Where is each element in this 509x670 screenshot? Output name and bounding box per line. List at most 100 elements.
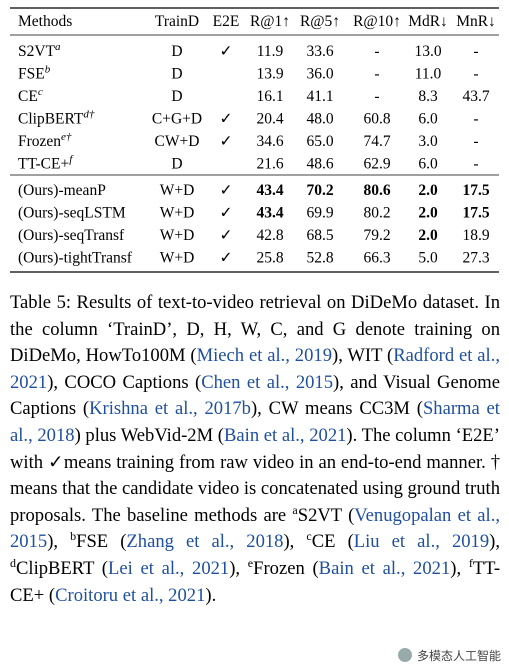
- caption-text: S2VT (: [297, 504, 355, 526]
- column-header: TrainD: [155, 13, 199, 30]
- table-cell: 33.6: [306, 43, 333, 60]
- superscript: c: [306, 529, 312, 544]
- table-cell: 25.8: [256, 250, 283, 267]
- citation: Bain et al., 2021: [318, 557, 451, 579]
- method-label: ClipBERT: [18, 111, 84, 128]
- table-cell: 52.8: [306, 250, 333, 267]
- method-label: S2VT: [18, 43, 56, 60]
- table-cell: 17.5: [462, 182, 489, 199]
- table-cell: 11.9: [257, 43, 284, 60]
- table-cell: W+D: [160, 250, 195, 267]
- caption-text: ), and Visual Genome Captions (: [10, 371, 501, 420]
- method-name: ClipBERTd†: [18, 109, 95, 128]
- table-cell: 60.8: [363, 111, 390, 128]
- citation: Venugopalan et al., 2015: [10, 504, 500, 553]
- table-cell: 5.0: [418, 250, 438, 267]
- table-cell: 27.3: [462, 250, 489, 267]
- column-header: E2E: [213, 13, 240, 30]
- method-name: CEc: [18, 86, 43, 105]
- method-label: Frozen: [18, 133, 61, 150]
- table-cell: D: [171, 88, 182, 105]
- table-cell: 66.3: [363, 250, 390, 267]
- table-cell: -: [473, 111, 478, 128]
- superscript: f: [468, 555, 473, 570]
- method-superscript: b: [45, 64, 51, 76]
- method-superscript: a: [55, 41, 61, 53]
- column-header: MdR↓: [408, 13, 448, 30]
- table-cell: 34.6: [256, 133, 283, 150]
- citation: Bain et al., 2021: [224, 424, 347, 446]
- table-cell: 80.2: [363, 205, 390, 222]
- table-cell: 13.9: [256, 66, 283, 83]
- table-cell: -: [374, 66, 379, 83]
- caption-text: ),: [47, 531, 71, 553]
- table-cell: 13.0: [414, 43, 441, 60]
- method-superscript: d†: [83, 109, 95, 121]
- table-cell: 2.0: [418, 182, 438, 199]
- table-cell: 2.0: [418, 227, 438, 244]
- table-cell: ✓: [220, 205, 233, 222]
- caption: Table 5: Results of text-to-video retrie…: [10, 290, 500, 609]
- watermark: 多模态人工智能: [398, 647, 501, 664]
- table-cell: 43.4: [256, 205, 283, 222]
- superscript: e: [247, 555, 254, 570]
- table-cell: 21.6: [256, 156, 283, 173]
- caption-text: ),: [229, 557, 248, 579]
- method-label: (Ours)-meanP: [18, 182, 106, 199]
- method-name: (Ours)-tightTransf: [18, 250, 133, 267]
- caption-text: ). The column ‘E2E’ with ✓means training…: [10, 424, 501, 526]
- caption-text: Table 5: Results of text-to-video retrie…: [10, 292, 500, 367]
- citation: Radford et al., 2021: [10, 345, 500, 393]
- table-cell: 20.4: [256, 111, 283, 128]
- table-cell: 11.0: [415, 66, 442, 83]
- column-header: MnR↓: [456, 13, 496, 30]
- citation: Krishna et al., 2017b: [89, 398, 251, 420]
- table-cell: 41.1: [306, 88, 333, 105]
- table-cell: 69.9: [306, 205, 333, 222]
- citation: Croitoru et al., 2021: [55, 584, 206, 606]
- table-cell: -: [473, 43, 478, 60]
- citation: Zhang et al., 2018: [126, 531, 284, 553]
- superscript: b: [70, 529, 77, 544]
- citation: Sharma et al., 2018: [10, 398, 500, 446]
- caption-text: ) plus WebVid-2M (: [74, 424, 224, 446]
- table-cell: 16.1: [256, 88, 283, 105]
- method-name: (Ours)-meanP: [18, 182, 106, 199]
- method-superscript: e†: [61, 131, 72, 143]
- table-cell: 65.0: [306, 133, 333, 150]
- table-cell: 68.5: [306, 227, 333, 244]
- table-cell: ✓: [220, 111, 233, 128]
- table-cell: 36.0: [306, 66, 333, 83]
- method-superscript: f: [69, 154, 74, 166]
- method-name: (Ours)-seqLSTM: [18, 205, 126, 222]
- table-cell: C+G+D: [152, 111, 202, 128]
- column-header: Methods: [18, 13, 72, 30]
- results-table: Methods TrainD E2E R@1↑ R@5↑ R@10↑ MdR↓ MnR↓ S2V…: [10, 7, 499, 273]
- method-label: CE: [18, 88, 38, 105]
- table-cell: D: [171, 156, 182, 173]
- citation: Chen et al., 2015: [201, 371, 334, 393]
- method-name: FSEb: [18, 64, 51, 83]
- method-label: (Ours)-seqTransf: [18, 227, 125, 244]
- table-cell: 70.2: [306, 182, 333, 199]
- method-name: (Ours)-seqTransf: [18, 227, 125, 244]
- caption-text: ).: [205, 584, 217, 606]
- table-cell: D: [171, 66, 182, 83]
- method-name: S2VTa: [18, 41, 61, 60]
- table-cell: 3.0: [418, 133, 438, 150]
- method-name: Frozene†: [18, 131, 72, 150]
- table-cell: ✓: [220, 133, 233, 150]
- column-header: R@10↑: [353, 13, 401, 30]
- table-cell: 74.7: [363, 133, 390, 150]
- superscript: d: [10, 555, 16, 570]
- table-cell: 8.3: [418, 88, 438, 105]
- column-header: R@5↑: [300, 13, 340, 30]
- caption-text: FSE (: [76, 531, 127, 553]
- method-name: TT-CE+f: [18, 154, 74, 173]
- method-label: TT-CE+: [18, 156, 69, 173]
- caption-text: TT-CE+ (: [10, 557, 501, 606]
- table-cell: W+D: [160, 182, 195, 199]
- caption-text: ), WIT (: [332, 345, 394, 367]
- superscript: a: [292, 502, 298, 517]
- table-cell: 2.0: [418, 205, 438, 222]
